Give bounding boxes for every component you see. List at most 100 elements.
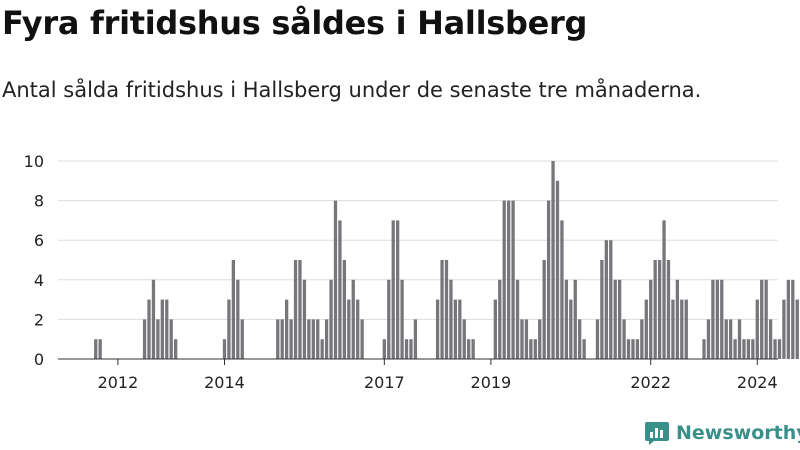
bar (160, 299, 164, 359)
brand-name: Newsworthy (676, 422, 800, 444)
bar (560, 220, 564, 359)
bar (151, 279, 156, 359)
bar (222, 339, 227, 359)
bar (520, 319, 524, 359)
bar (604, 240, 608, 359)
bar (382, 339, 386, 359)
bar (396, 220, 400, 359)
chart-title: Fyra fritidshus såldes i Hallsberg (2, 4, 588, 42)
x-tick-label: 2014 (204, 373, 245, 392)
bar (356, 299, 360, 359)
bar (564, 279, 569, 359)
bar (307, 319, 311, 359)
bar (706, 319, 711, 359)
bar (165, 299, 169, 359)
bar (600, 260, 604, 359)
bar (742, 339, 746, 359)
bar (777, 339, 782, 359)
bar (724, 319, 728, 359)
bar (578, 319, 582, 359)
bar (622, 319, 626, 359)
bar (720, 279, 724, 359)
bar (657, 260, 662, 359)
chart-subtitle: Antal sålda fritidshus i Hallsberg under… (2, 78, 702, 102)
bar (715, 279, 719, 359)
x-tick-label: 2019 (471, 373, 512, 392)
bar (404, 339, 409, 359)
bar (311, 319, 315, 359)
bar (680, 299, 684, 359)
bar (662, 220, 666, 359)
bar (746, 339, 751, 359)
bar (458, 299, 462, 359)
bar (231, 260, 236, 359)
x-tick-label: 2017 (364, 373, 405, 392)
bar (444, 260, 449, 359)
bar (302, 279, 307, 359)
bar (449, 279, 453, 359)
bar (174, 339, 178, 359)
bar (786, 279, 791, 359)
bar (342, 260, 347, 359)
bar (542, 260, 546, 359)
bar (760, 279, 764, 359)
bar (338, 220, 342, 359)
y-tick-label: 6 (34, 231, 44, 250)
bar (573, 279, 577, 359)
bar (711, 279, 715, 359)
bar (498, 279, 502, 359)
bar (280, 319, 284, 359)
bar (435, 299, 440, 359)
bar (333, 200, 338, 359)
bar (613, 279, 617, 359)
bar (293, 260, 298, 359)
bar (626, 339, 631, 359)
bar (569, 299, 573, 359)
y-tick-label: 2 (34, 310, 44, 329)
bar (618, 279, 622, 359)
bar (684, 299, 688, 359)
bar (276, 319, 280, 359)
bar (795, 299, 799, 359)
bar (729, 319, 733, 359)
bar (609, 240, 613, 359)
bar (751, 339, 755, 359)
bar (453, 299, 458, 359)
bar (507, 200, 511, 359)
x-tick-label: 2012 (98, 373, 139, 392)
bar (649, 279, 653, 359)
bar (551, 161, 555, 359)
bar (666, 260, 671, 359)
bar (644, 299, 648, 359)
bar (511, 200, 515, 359)
bar (791, 279, 795, 359)
bar (156, 319, 160, 359)
bar (524, 319, 529, 359)
bar (764, 279, 768, 359)
bar (289, 319, 293, 359)
bar (768, 319, 773, 359)
y-tick-label: 10 (24, 152, 44, 171)
bar (595, 319, 600, 359)
bar (582, 339, 586, 359)
bar (653, 260, 657, 359)
bar (755, 299, 759, 359)
bar (502, 200, 506, 359)
bar (360, 319, 364, 359)
bar (324, 319, 329, 359)
bar (409, 339, 413, 359)
bar (400, 279, 404, 359)
bar (320, 339, 324, 359)
bar (533, 339, 537, 359)
bar (240, 319, 244, 359)
bar (675, 279, 680, 359)
bar (737, 319, 742, 359)
brand-logo: Newsworthy (644, 420, 800, 446)
bar (462, 319, 466, 359)
bar (236, 279, 240, 359)
x-tick-label: 2022 (630, 373, 671, 392)
bar (733, 339, 737, 359)
bar (316, 319, 320, 359)
bar (347, 299, 351, 359)
